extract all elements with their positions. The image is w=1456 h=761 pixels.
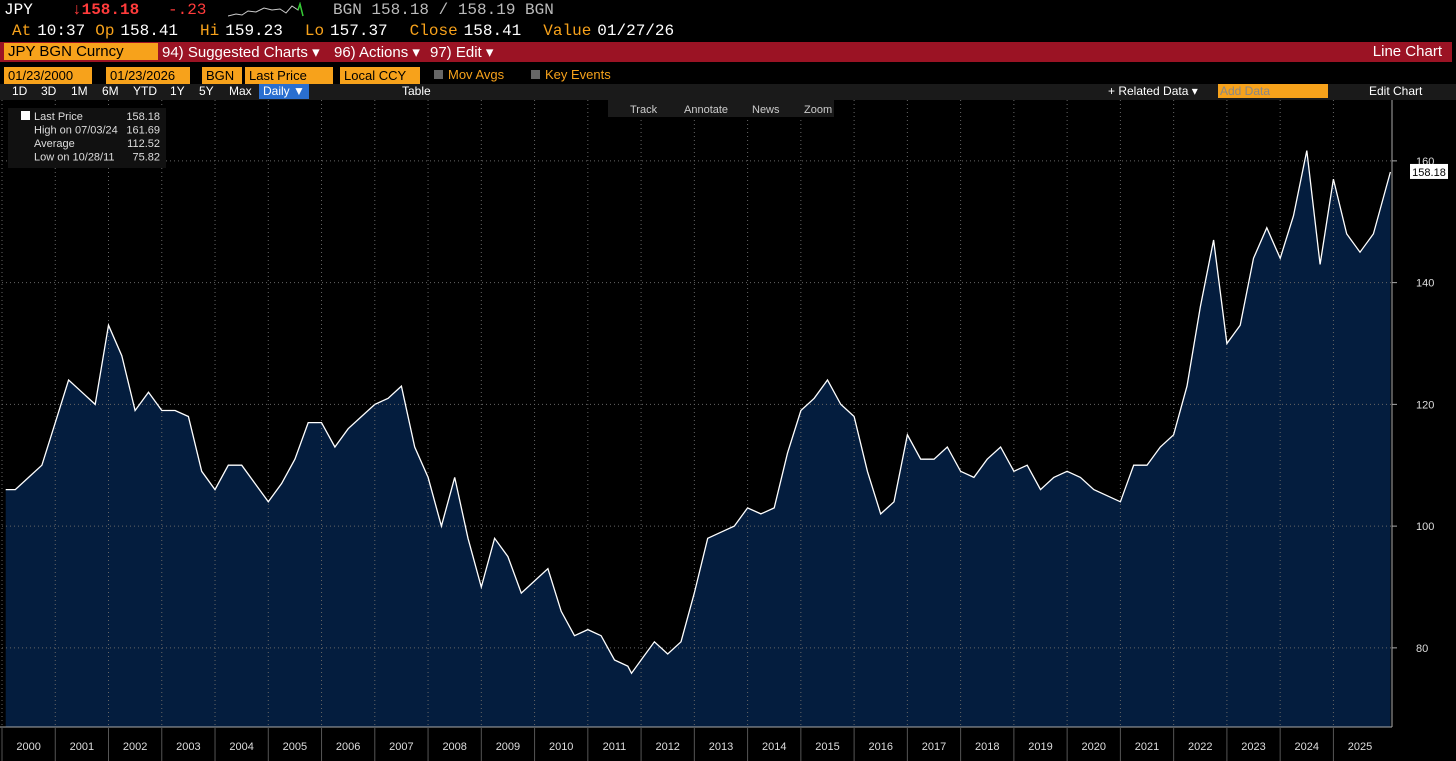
quote-label: Op — [95, 22, 115, 40]
x-tick-label: 2021 — [1135, 741, 1159, 753]
tool-bar — [608, 100, 834, 117]
quote-label: Hi — [200, 22, 220, 40]
legend-label: Last Price — [34, 111, 83, 123]
area — [5, 150, 1391, 728]
check-label: Key Events — [545, 67, 611, 82]
legend-label: Average — [34, 138, 75, 150]
x-tick-label: 2025 — [1348, 741, 1372, 753]
quote-value: 10:37 — [37, 22, 86, 40]
x-tick-label: 2007 — [389, 741, 413, 753]
end-date[interactable]: 01/23/2026 — [106, 67, 190, 84]
x-tick-label: 2018 — [975, 741, 999, 753]
x-tick-label: 2014 — [762, 741, 786, 753]
x-tick-label: 2002 — [123, 741, 147, 753]
check[interactable]: Mov Avgs — [434, 67, 504, 82]
x-tick-label: 2001 — [70, 741, 94, 753]
toolbar: Daily ▼ Table + Related Data ▾ Add Data … — [0, 84, 1456, 100]
quote-value: 01/27/26 — [597, 22, 675, 40]
period-button[interactable]: 1Y — [170, 84, 185, 98]
quote-label: At — [12, 22, 32, 40]
related-data[interactable]: + Related Data ▾ — [1108, 84, 1198, 98]
x-tick-label: 2016 — [868, 741, 892, 753]
menu-item[interactable]: 97) Edit ▾ — [430, 44, 494, 61]
period-button[interactable]: 6M — [102, 84, 119, 98]
check[interactable]: Key Events — [531, 67, 611, 82]
quote-value: 159.23 — [225, 22, 283, 40]
period-button[interactable]: 3D — [41, 84, 57, 98]
x-tick-label: 2022 — [1188, 741, 1212, 753]
legend-label: Low on 10/28/11 — [34, 152, 115, 164]
x-tick-label: 2003 — [176, 741, 200, 753]
x-tick-label: 2013 — [709, 741, 733, 753]
menu-item[interactable]: 94) Suggested Charts ▾ — [162, 44, 320, 61]
sparkline — [228, 2, 304, 17]
legend-swatch — [21, 111, 30, 120]
x-tick-label: 2019 — [1028, 741, 1052, 753]
period-button[interactable]: YTD — [133, 84, 157, 98]
quote-label: Value — [543, 22, 592, 40]
menu-item[interactable]: 96) Actions ▾ — [334, 44, 420, 61]
legend-value: 158.18 — [126, 111, 160, 123]
quote-value: 157.37 — [330, 22, 388, 40]
y-tick-label: 140 — [1416, 278, 1434, 290]
x-tick-label: 2011 — [603, 741, 627, 753]
menu-bar: JPY BGN Curncy 94) Suggested Charts ▾ 96… — [0, 42, 1452, 62]
last: ↓158.18 — [72, 1, 140, 19]
legend-label: High on 07/03/24 — [34, 125, 118, 137]
quote-value: 158.41 — [120, 22, 179, 40]
x-tick-label: 2008 — [442, 741, 466, 753]
currency[interactable]: Local CCY — [340, 67, 420, 84]
period-button[interactable]: 5Y — [199, 84, 214, 98]
x-tick-label: 2017 — [922, 741, 946, 753]
frequency[interactable]: Daily ▼ — [259, 84, 309, 99]
change: -.23 — [168, 1, 207, 19]
y-tick-label: 120 — [1416, 399, 1434, 411]
x-tick-label: 2009 — [496, 741, 520, 753]
quote-label: Lo — [304, 22, 325, 40]
x-tick-label: 2012 — [655, 741, 679, 753]
x-tick-label: 2006 — [336, 741, 360, 753]
tool-button[interactable]: Zoom — [804, 104, 832, 116]
tool-button[interactable]: Track — [630, 104, 658, 116]
security[interactable]: JPY BGN Curncy — [4, 43, 158, 60]
chart-kind: Line Chart — [1372, 43, 1442, 60]
table-button[interactable]: Table — [402, 84, 431, 98]
period-button[interactable]: 1D — [12, 84, 28, 98]
ticker: JPY — [4, 1, 33, 19]
edit-chart[interactable]: Edit Chart — [1369, 84, 1423, 98]
legend-value: 75.82 — [132, 152, 160, 164]
x-tick-label: 2020 — [1082, 741, 1106, 753]
x-tick-label: 2024 — [1295, 741, 1319, 753]
field[interactable]: Last Price — [245, 67, 333, 84]
period-button[interactable]: Max — [229, 84, 252, 98]
x-tick-label: 2005 — [283, 741, 307, 753]
quote-row: At 10:37 Op 158.41 Hi 159.23 Lo 157.37 Close 158.… — [12, 22, 696, 40]
x-tick-label: 2000 — [16, 741, 40, 753]
legend-box — [8, 108, 166, 168]
line — [5, 150, 1392, 675]
add-data[interactable]: Add Data — [1218, 84, 1328, 98]
source[interactable]: BGN — [202, 67, 242, 84]
legend-value: 112.52 — [127, 138, 160, 150]
x-tick-label: 2010 — [549, 741, 573, 753]
tool-button[interactable]: News — [752, 104, 780, 116]
legend-value: 161.69 — [126, 125, 160, 137]
x-tick-label: 2023 — [1241, 741, 1265, 753]
quote-label: Close — [409, 22, 458, 40]
last-value-box — [1410, 163, 1448, 179]
start-date[interactable]: 01/23/2000 — [4, 67, 92, 84]
last-value-label: 158.18 — [1412, 167, 1446, 179]
quote: BGN 158.18 / 158.19 BGN — [333, 1, 554, 19]
y-tick-label: 80 — [1416, 643, 1428, 655]
y-tick-label: 100 — [1416, 521, 1434, 533]
tool-button[interactable]: Annotate — [684, 104, 728, 116]
check-label: Mov Avgs — [448, 67, 505, 82]
x-tick-label: 2015 — [815, 741, 839, 753]
quote-value: 158.41 — [463, 22, 522, 40]
period-button[interactable]: 1M — [71, 84, 88, 98]
x-tick-label: 2004 — [229, 741, 253, 753]
